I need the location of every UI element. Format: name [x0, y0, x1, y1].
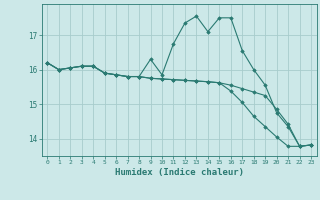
X-axis label: Humidex (Indice chaleur): Humidex (Indice chaleur): [115, 168, 244, 177]
